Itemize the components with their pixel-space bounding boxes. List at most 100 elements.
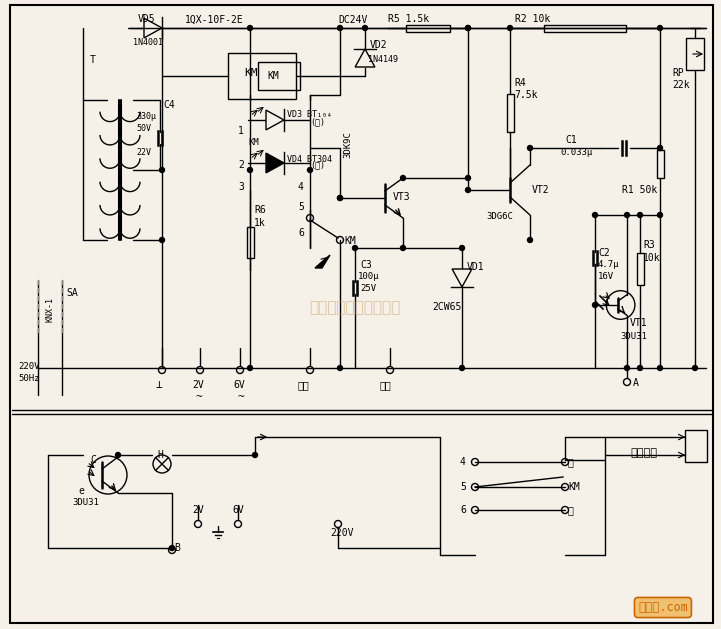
Text: 5: 5	[460, 482, 466, 492]
Text: B: B	[174, 543, 180, 553]
Circle shape	[637, 213, 642, 218]
Circle shape	[466, 187, 471, 192]
Text: 2CW65: 2CW65	[432, 302, 461, 312]
Circle shape	[400, 175, 405, 181]
Text: 接线图.com: 接线图.com	[638, 601, 688, 614]
Text: VT3: VT3	[393, 192, 411, 202]
Text: T: T	[90, 55, 96, 65]
Circle shape	[337, 196, 342, 201]
Text: R1 50k: R1 50k	[622, 185, 658, 195]
Text: 3: 3	[238, 182, 244, 192]
Circle shape	[247, 26, 252, 30]
Text: 7.5k: 7.5k	[514, 90, 537, 100]
Circle shape	[307, 167, 312, 172]
Circle shape	[658, 145, 663, 150]
Text: 4.7μ: 4.7μ	[598, 260, 619, 269]
Text: 开: 开	[568, 457, 574, 467]
Circle shape	[337, 196, 342, 201]
Text: KM: KM	[344, 236, 355, 246]
Bar	[637, 253, 644, 285]
Text: ~: ~	[238, 392, 244, 402]
Bar	[686, 38, 704, 70]
Text: C4: C4	[163, 100, 174, 110]
Text: 2V: 2V	[192, 380, 204, 390]
Text: KM: KM	[248, 138, 259, 147]
Bar	[228, 53, 296, 99]
Text: 3DU31: 3DU31	[620, 332, 647, 341]
Circle shape	[508, 26, 513, 30]
Text: 1k: 1k	[254, 218, 266, 228]
Text: 16V: 16V	[598, 272, 614, 281]
Text: 100μ: 100μ	[358, 272, 379, 281]
Text: 330μ: 330μ	[136, 112, 156, 121]
Text: ⊥: ⊥	[155, 380, 162, 390]
Circle shape	[159, 238, 164, 243]
Text: VD1: VD1	[467, 262, 485, 272]
Text: 杭州将睿科技有限公司: 杭州将睿科技有限公司	[309, 301, 401, 316]
Text: DC24V: DC24V	[338, 15, 368, 25]
Text: 22k: 22k	[672, 80, 689, 90]
Text: R5 1.5k: R5 1.5k	[388, 14, 429, 24]
Text: VD5: VD5	[138, 14, 156, 24]
Circle shape	[169, 545, 174, 550]
Circle shape	[115, 452, 120, 457]
Text: VD3 BT₁₀₄: VD3 BT₁₀₄	[287, 110, 332, 119]
Circle shape	[528, 238, 533, 243]
Circle shape	[252, 452, 257, 457]
Text: R3: R3	[643, 240, 655, 250]
Text: 5: 5	[298, 202, 304, 212]
Text: 常闭: 常闭	[298, 380, 310, 390]
Text: A: A	[633, 378, 639, 388]
Text: VT1: VT1	[630, 318, 647, 328]
Text: KM: KM	[568, 482, 580, 492]
Text: 10k: 10k	[643, 253, 660, 263]
Text: 3DG6C: 3DG6C	[486, 212, 513, 221]
Text: C3: C3	[360, 260, 372, 270]
Text: 50V: 50V	[136, 124, 151, 133]
Circle shape	[337, 26, 342, 30]
Circle shape	[247, 365, 252, 370]
Polygon shape	[315, 255, 330, 268]
Bar	[247, 227, 254, 258]
Text: 被控设备: 被控设备	[630, 448, 657, 458]
Circle shape	[637, 365, 642, 370]
Text: 4: 4	[298, 182, 304, 192]
Text: KM: KM	[244, 68, 257, 78]
Bar	[685, 430, 707, 462]
Circle shape	[159, 167, 164, 172]
Circle shape	[459, 245, 464, 250]
Bar	[406, 25, 450, 31]
Circle shape	[247, 167, 252, 172]
Text: 3DK9C: 3DK9C	[343, 131, 353, 159]
Circle shape	[363, 26, 368, 30]
Text: 22V: 22V	[136, 148, 151, 157]
Text: RP: RP	[672, 68, 684, 78]
Text: C: C	[90, 455, 96, 465]
Circle shape	[466, 175, 471, 181]
Circle shape	[624, 365, 629, 370]
Circle shape	[400, 245, 405, 250]
Bar	[258, 62, 300, 90]
Circle shape	[692, 365, 697, 370]
Text: C2: C2	[598, 248, 610, 258]
Text: VD4 BT304: VD4 BT304	[287, 155, 332, 164]
Text: 50Hz: 50Hz	[18, 374, 40, 383]
Text: R6: R6	[254, 205, 266, 215]
Text: KNX-1: KNX-1	[45, 298, 55, 323]
Text: (绿): (绿)	[310, 160, 325, 169]
Circle shape	[353, 245, 358, 250]
Text: 6: 6	[460, 505, 466, 515]
Circle shape	[459, 365, 464, 370]
Text: 3DU31: 3DU31	[72, 498, 99, 507]
Text: 6V: 6V	[232, 505, 244, 515]
Text: VT2: VT2	[532, 185, 549, 195]
Text: 1N4149: 1N4149	[368, 55, 398, 64]
Text: e: e	[78, 486, 84, 496]
Circle shape	[466, 26, 471, 30]
Text: H: H	[157, 450, 163, 460]
Bar	[506, 94, 513, 132]
Text: 2V: 2V	[192, 505, 204, 515]
Circle shape	[658, 26, 663, 30]
Text: 4: 4	[460, 457, 466, 467]
Circle shape	[624, 213, 629, 218]
